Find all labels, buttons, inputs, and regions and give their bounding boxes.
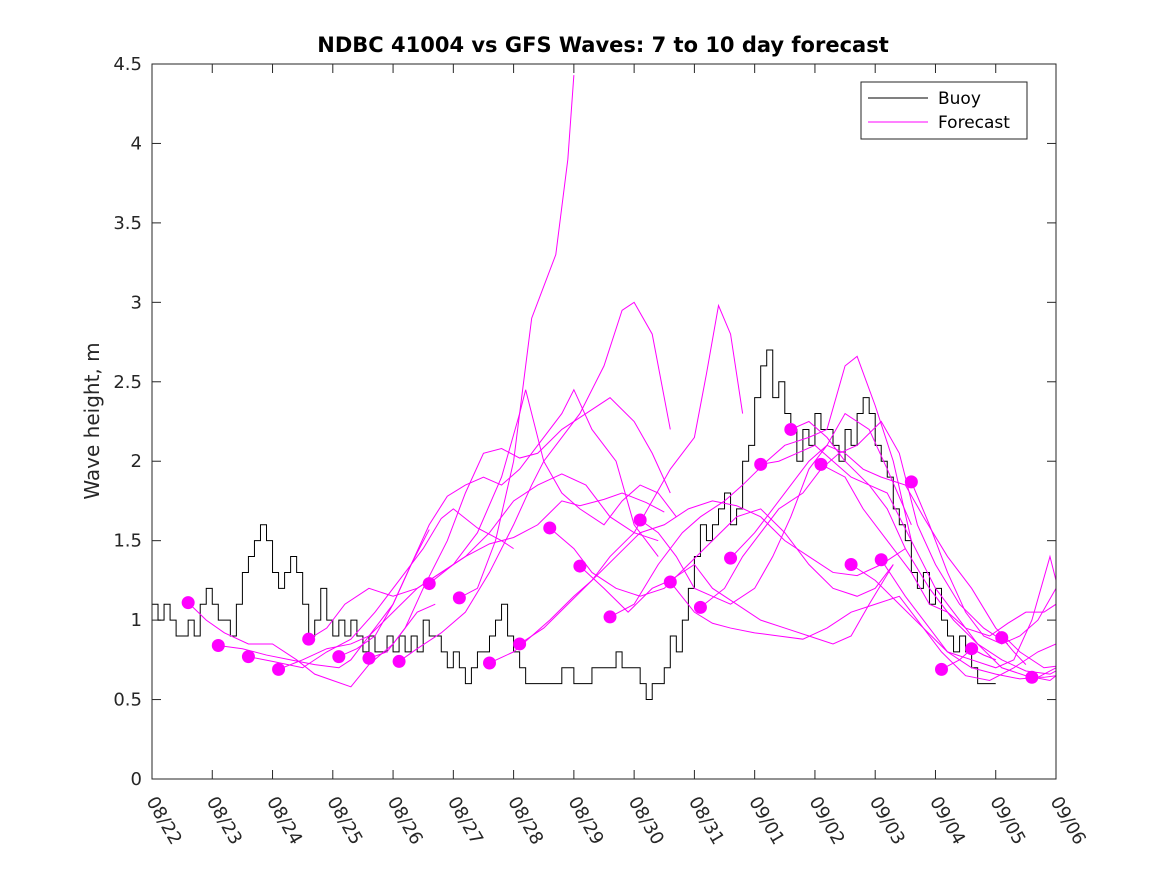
y-tick-labels: 0 0.5 1 1.5 2 2.5 3 3.5 4 4.5 xyxy=(113,54,142,790)
forecast-start-marker xyxy=(965,642,979,656)
series-line-forecast-14 xyxy=(579,563,894,645)
series-line-forecast-10 xyxy=(459,75,575,599)
series-layer xyxy=(152,75,1056,701)
forecast-start-marker xyxy=(784,422,798,436)
y-tick-label: 4 xyxy=(131,133,142,154)
series-line-forecast-18 xyxy=(700,420,1009,645)
forecast-start-marker xyxy=(724,551,738,565)
forecast-start-marker xyxy=(1025,670,1039,684)
legend: Buoy Forecast xyxy=(860,81,1028,140)
legend-buoy-label: Buoy xyxy=(938,89,981,109)
y-tick-label: 2.5 xyxy=(113,372,142,393)
forecast-start-marker xyxy=(272,662,286,676)
series-line-forecast-6 xyxy=(338,388,659,658)
series-line-forecast-13 xyxy=(549,508,894,597)
forecast-start-marker xyxy=(422,577,436,591)
forecast-start-marker xyxy=(844,558,858,571)
series-line-forecast-5 xyxy=(308,473,659,640)
y-tick-label: 3.5 xyxy=(113,213,142,234)
series-line-forecast-17 xyxy=(669,581,1056,682)
forecast-start-marker xyxy=(302,632,316,646)
y-tick-label: 1 xyxy=(131,610,142,631)
series-line-forecast-12 xyxy=(519,500,906,645)
forecast-start-marker xyxy=(392,654,406,668)
forecast-start-marker xyxy=(904,475,918,489)
series-line-forecast-3 xyxy=(248,508,514,669)
y-tick-label: 0 xyxy=(131,769,142,790)
forecast-start-marker xyxy=(934,662,948,676)
series-line-forecast-16 xyxy=(639,412,912,605)
y-tick-label: 3 xyxy=(131,292,142,313)
forecast-start-marker xyxy=(995,631,1009,645)
forecast-start-marker xyxy=(603,610,617,624)
series-line-forecast-20 xyxy=(760,444,1056,682)
forecast-start-marker xyxy=(241,650,255,664)
legend-box xyxy=(860,81,1028,140)
series-line-forecast-7 xyxy=(368,397,671,659)
series-line-forecast-21 xyxy=(790,420,1056,675)
series-line-forecast-4 xyxy=(278,492,665,670)
forecast-start-marker xyxy=(332,650,346,664)
y-tick-label: 0.5 xyxy=(113,690,142,711)
y-tick-label: 1.5 xyxy=(113,531,142,552)
forecast-start-marker xyxy=(362,651,376,665)
legend-forecast-label: Forecast xyxy=(938,113,1010,133)
series-line-forecast-25 xyxy=(910,481,1056,645)
series-line-forecast-23 xyxy=(850,554,1056,669)
forecast-start-marker xyxy=(633,513,647,527)
forecast-start-marker xyxy=(482,656,496,670)
axis-ticks xyxy=(151,63,1057,780)
series-line-forecast-9 xyxy=(428,389,677,584)
forecast-start-marker xyxy=(452,591,466,605)
y-tick-label: 2 xyxy=(131,451,142,472)
series-line-forecast-22 xyxy=(820,463,1056,637)
plot-frame xyxy=(151,63,1057,780)
y-axis-label: Wave height, m xyxy=(80,342,104,499)
forecast-start-marker xyxy=(663,575,677,589)
forecast-start-marker xyxy=(211,639,225,653)
forecast-start-marker xyxy=(693,600,707,614)
series-line-forecast-11 xyxy=(489,303,744,664)
forecast-start-marker xyxy=(513,637,527,651)
forecast-start-marker xyxy=(874,553,888,567)
forecast-start-marker xyxy=(814,457,828,471)
series-line-buoy xyxy=(152,349,996,701)
forecast-start-marker xyxy=(543,521,557,535)
forecast-start-marker xyxy=(754,457,768,471)
forecast-start-marker xyxy=(181,596,195,610)
chart-title: NDBC 41004 vs GFS Waves: 7 to 10 day for… xyxy=(317,33,888,57)
forecast-start-marker xyxy=(573,559,587,573)
y-tick-label: 4.5 xyxy=(113,54,142,75)
plot-area xyxy=(152,64,1056,779)
